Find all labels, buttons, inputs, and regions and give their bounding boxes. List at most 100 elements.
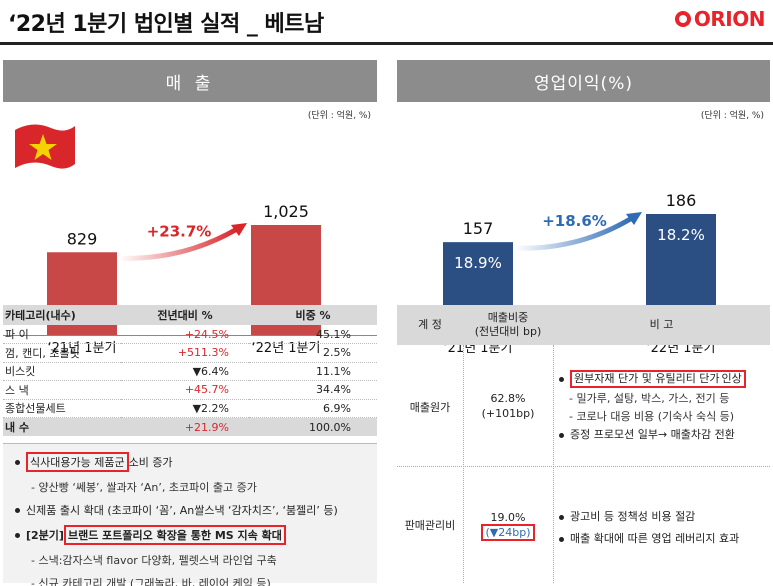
bullet-icon [559,376,564,382]
col-header-yoy: 전년대비 % [121,305,249,325]
cost-row-label-1: 매출원가 [409,401,451,414]
bullet-icon [15,459,20,465]
growth-label: +18.6% [542,212,607,230]
table-row: 종합선물세트 ▼2.2% 6.9% [3,399,377,418]
growth-arrow-head [626,212,642,225]
cost-row-ratio-1: 62.8% (+101bp) [465,391,551,421]
cost-ratio-bp-wrap: (▼24bp) [465,524,551,541]
bar-value-label: 829 [67,229,98,248]
bullet-icon [559,514,564,520]
col-header-account: 계 정 [418,318,442,331]
col-header-ratio-line1: 매출비중 [487,311,529,324]
cost-ratio-pct-1: 62.8% [490,392,526,405]
divider [463,345,464,583]
total-category: 내 수 [3,417,121,436]
vietnam-flag-icon [15,124,75,169]
divider [397,466,770,467]
growth-arrow [514,215,634,251]
growth-arrow-head [231,223,247,236]
cost-row-ratio-2: 19.0% (▼24bp) [465,510,551,541]
divider [553,345,554,583]
table-row: 파 이 +24.5% 45.1% [3,325,377,344]
row-category: 종합선물세트 [3,399,121,418]
table-row: 껌, 캔디, 초콜릿 +511.3% 2.5% [3,343,377,363]
row-category: 스 낵 [3,380,121,400]
row-yoy: ▼6.4% [121,362,249,381]
note-prefix-3: [2분기] [26,529,64,542]
cost-note-rest: 인상 [721,370,746,388]
cost-note-text: 증정 프로모션 일부→ 매출차감 전환 [570,428,735,441]
col-header-remarks: 비 고 [649,318,674,331]
bullet-icon [15,507,20,513]
profit-panel: 영업이익(%) (단위 : 억원, %) 157 18.9% ‘21년 1분기 186… [397,60,770,356]
row-category: 파 이 [3,325,121,344]
row-category: 비스킷 [3,362,121,381]
cost-ratio-bp-1: (+101bp) [481,407,535,420]
note-highlight-1: 식사대용가능 제품군 [26,452,129,472]
cost-note-2-2: 매출 확대에 따른 영업 레버리지 효과 [555,532,770,546]
col-header-share: 비중 % [249,305,377,325]
row-category: 껌, 캔디, 초콜릿 [3,343,121,363]
bullet-icon [559,432,564,438]
note-bullet-1: 식사대용가능 제품군 소비 증가 [11,452,377,472]
row-share: 2.5% [249,343,377,363]
note-bullet-2: 신제품 출시 확대 (초코파이 ‘꼼’, An쌀스낵 ‘감자치즈’, ‘붐젤리’… [11,502,377,518]
note-bullet-3: [2분기] 브랜드 포트폴리오 확장을 통한 MS 지속 확대 [11,525,377,545]
growth-arrow [118,226,239,261]
cost-ratio-pct-2: 19.0% [490,511,526,524]
note-text-1: 소비 증가 [128,456,173,469]
sales-panel: 매 출 (단위 : 억원, %) 829 ‘21년 1분기 1,025 ‘22년 1분… [3,60,377,356]
growth-label: +23.7% [147,222,212,240]
bar-value-label: 157 [463,219,494,238]
total-share: 100.0% [249,417,377,436]
logo-text: ORION [693,7,766,31]
table-row: 비스킷 ▼6.4% 11.1% [3,362,377,381]
sales-notes: 식사대용가능 제품군 소비 증가 - 양산빵 ‘쎄봉’, 쌀과자 ‘An’, 초… [3,443,377,586]
cost-note-2-1: 광고비 등 정책성 비용 절감 [555,510,770,524]
col-header-ratio: 매출비중 (전년대비 bp) [463,305,553,345]
sales-category-table: 카테고리(내수) 전년대비 % 비중 % 파 이 +24.5% 45.1% 껌, 캔디… [3,305,377,436]
bullet-icon [15,532,20,538]
cost-note-1-2: 증정 프로모션 일부→ 매출차감 전환 [555,428,770,442]
cost-row-notes-2: 광고비 등 정책성 비용 절감 매출 확대에 따른 영업 레버리지 효과 [555,510,770,550]
col-header-category: 카테고리(내수) [3,305,121,325]
row-yoy: ▼2.2% [121,399,249,418]
note-sub-1: - 양산빵 ‘쎄봉’, 쌀과자 ‘An’, 초코파이 출고 증가 [31,481,257,494]
cost-note-highlight: 원부자재 단가 및 유틸리티 단가 [570,370,722,388]
row-yoy: +511.3% [121,343,249,363]
note-sub-3b: - 신규 카테고리 개발 (그래놀라, 바, 레이어 케익 등) [31,577,271,586]
sales-unit: (단위 : 억원, %) [307,111,371,121]
cost-note-sub-2: - 코로나 대응 비용 (기숙사 숙식 등) [569,410,735,423]
logo-mark-icon [674,11,691,27]
cost-table-header: 계 정 매출비중 (전년대비 bp) 비 고 [397,305,770,345]
bar-inner-label: 18.9% [454,254,502,272]
row-yoy: +45.7% [121,380,249,400]
orion-logo: ORION [674,6,766,32]
note-sub-3a: - 스낵:감자스낵 flavor 다양화, 펠렛스낵 라인업 구축 [31,554,277,567]
profit-header: 영업이익(%) [397,60,770,102]
row-share: 34.4% [249,380,377,400]
sales-header: 매 출 [3,60,377,102]
total-yoy: +21.9% [121,417,249,436]
row-share: 11.1% [249,362,377,381]
table-header-row: 카테고리(내수) 전년대비 % 비중 % [3,305,377,325]
col-header-ratio-line2: (전년대비 bp) [474,325,542,338]
row-share: 45.1% [249,325,377,344]
row-yoy: +24.5% [121,325,249,344]
cost-note-text: 광고비 등 정책성 비용 절감 [570,510,696,523]
cost-row-notes-1: 원부자재 단가 및 유틸리티 단가 인상 - 밀가루, 설탕, 박스, 가스, … [555,370,770,446]
profit-unit: (단위 : 억원, %) [700,111,764,121]
page-title: ‘22년 1분기 법인별 실적 _ 베트남 [8,12,324,37]
cost-note-sub-1: - 밀가루, 설탕, 박스, 가스, 전기 등 [569,392,730,405]
table-row: 스 낵 +45.7% 34.4% [3,380,377,400]
title-rule [0,42,773,45]
row-share: 6.9% [249,399,377,418]
bar-value-label: 1,025 [263,202,309,221]
table-total-row: 내 수 +21.9% 100.0% [3,417,377,436]
cost-row-label-2: 판매관리비 [404,519,456,532]
cost-ratio-bp-2: (▼24bp) [481,524,535,541]
note-text-2: 신제품 출시 확대 (초코파이 ‘꼼’, An쌀스낵 ‘감자치즈’, ‘붐젤리’… [26,504,338,517]
bar-inner-label: 18.2% [657,226,705,244]
cost-note-text: 매출 확대에 따른 영업 레버리지 효과 [570,532,740,545]
bar-value-label: 186 [666,191,697,210]
